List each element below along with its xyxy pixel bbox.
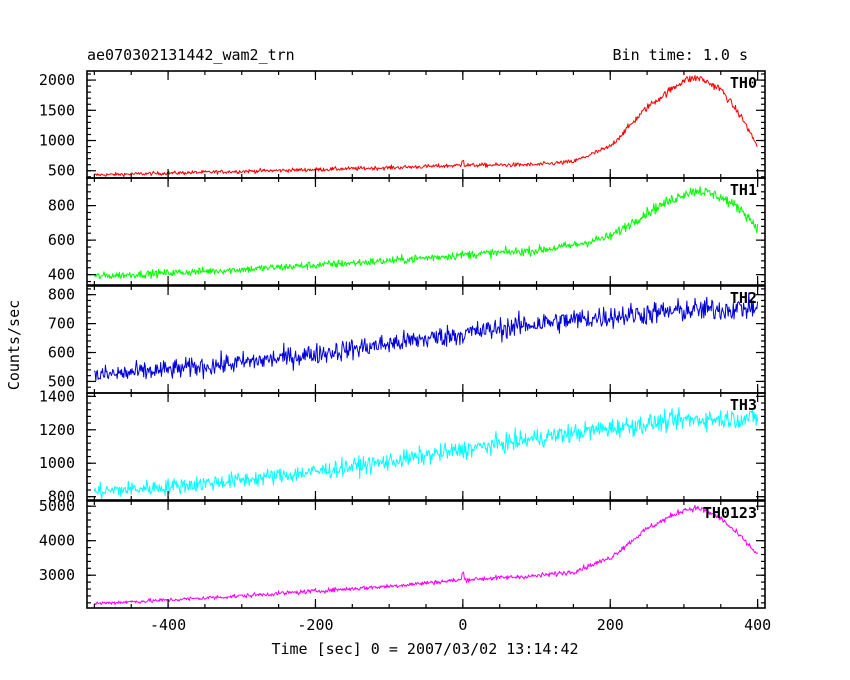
panel-name-label: TH2 — [730, 289, 757, 307]
panel-th1: 400 600 800 TH1 — [48, 177, 766, 286]
panel-th0: 500 1000 1500 2000 TH0 — [39, 70, 766, 180]
y-tick-label: 4000 — [39, 532, 75, 550]
y-tick-label: 700 — [48, 315, 75, 333]
y-tick-label: 1500 — [39, 101, 75, 119]
panel-frame — [86, 177, 766, 286]
y-tick-label: 500 — [48, 372, 75, 390]
panel-frame — [86, 500, 766, 609]
series-line-th3 — [93, 407, 759, 500]
y-tick-label: 600 — [48, 344, 75, 362]
y-tick-label: 400 — [48, 266, 75, 284]
panel-name-label: TH1 — [730, 181, 757, 199]
bin-time-label: Bin time: 1.0 s — [613, 46, 748, 64]
y-tick-label: 600 — [48, 231, 75, 249]
panel-th3: 800 1000 1200 1400 TH3 — [39, 387, 766, 506]
series-line-th0123 — [94, 504, 759, 606]
panel-name-label: TH0123 — [703, 504, 757, 522]
y-axis-label: Counts/sec — [5, 300, 23, 390]
series-line-th2 — [93, 292, 759, 382]
panel-th2: 500 600 700 800 TH2 — [48, 285, 766, 394]
y-tick-label: 1400 — [39, 387, 75, 405]
series-line-th0 — [94, 75, 758, 178]
y-tick-label: 1000 — [39, 454, 75, 472]
y-tick-label: 800 — [48, 197, 75, 215]
y-tick-label: 500 — [48, 162, 75, 180]
x-tick-label: -400 — [150, 616, 186, 634]
x-tick-label: -200 — [297, 616, 333, 634]
panel-th0123: 3000 4000 5000 TH0123 — [39, 497, 766, 609]
chart-title: ae070302131442_wam2_trn — [87, 46, 295, 64]
y-tick-label: 3000 — [39, 566, 75, 584]
y-tick-label: 1000 — [39, 132, 75, 150]
y-tick-label: 1200 — [39, 421, 75, 439]
y-tick-label: 5000 — [39, 497, 75, 515]
x-axis-label: Time [sec] 0 = 2007/03/02 13:14:42 — [271, 640, 578, 658]
x-tick-label: 0 — [458, 616, 467, 634]
panel-frame — [86, 70, 766, 179]
y-tick-label: 800 — [48, 286, 75, 304]
x-tick-label: 400 — [744, 616, 771, 634]
panel-name-label: TH3 — [730, 396, 757, 414]
x-tick-label: 200 — [597, 616, 624, 634]
y-tick-label: 2000 — [39, 71, 75, 89]
panel-name-label: TH0 — [730, 74, 757, 92]
series-line-th1 — [93, 186, 759, 279]
y-tick-label: 800 — [48, 488, 75, 506]
